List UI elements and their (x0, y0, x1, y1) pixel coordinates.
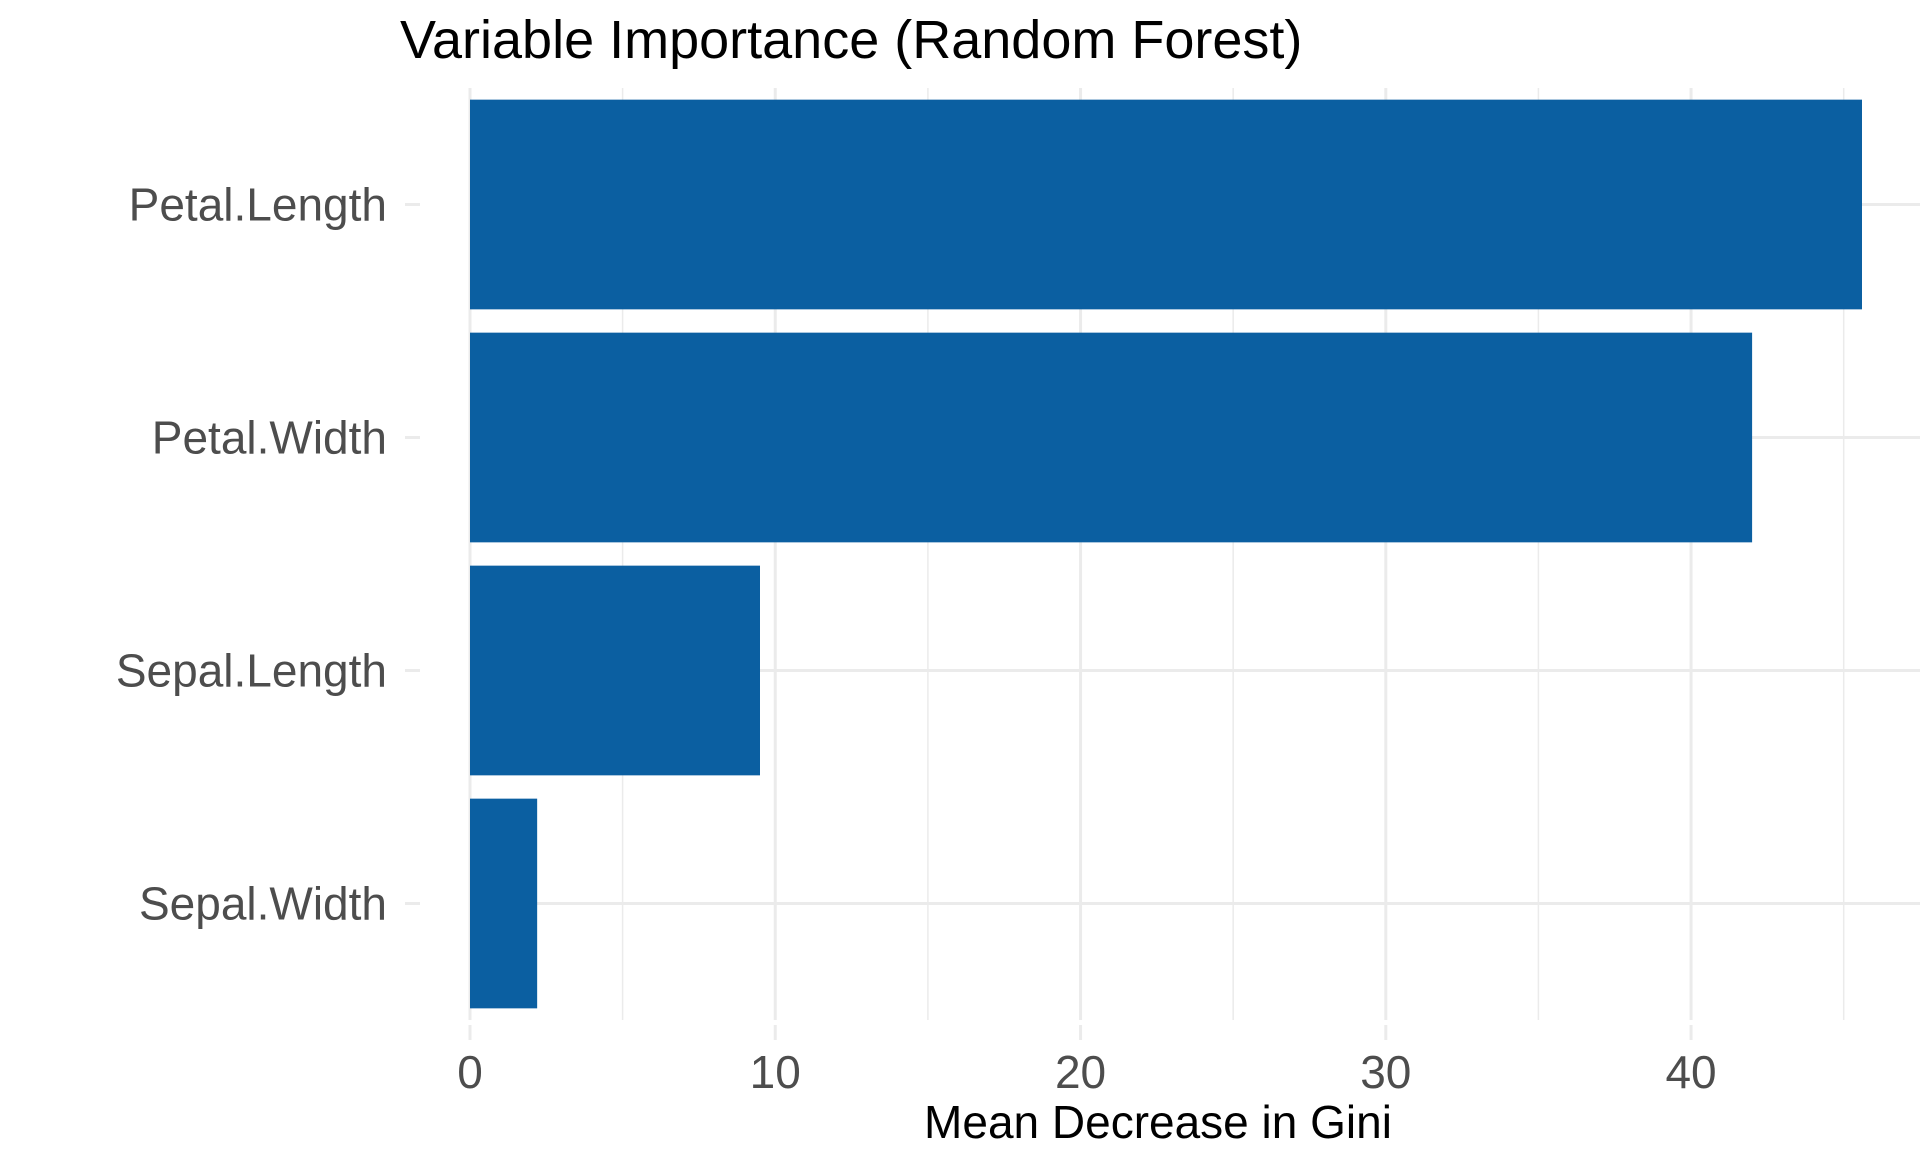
bars (470, 99, 1862, 1009)
y-axis: Petal.Length Petal.Width Sepal.Length Sepal… (116, 179, 420, 930)
bar-petal-width (470, 332, 1753, 543)
y-tick-label: Petal.Width (152, 412, 387, 464)
x-tick-label: 10 (750, 1046, 801, 1098)
x-axis-label: Mean Decrease in Gini (924, 1096, 1392, 1148)
x-tick-label: 20 (1055, 1046, 1106, 1098)
x-tick-label: 0 (457, 1046, 483, 1098)
chart-title: Variable Importance (Random Forest) (400, 10, 1302, 70)
x-tick-label: 40 (1665, 1046, 1716, 1098)
y-tick-label: Sepal.Length (116, 645, 387, 697)
y-tick-label: Petal.Length (129, 179, 387, 231)
x-axis: 0 10 20 30 40 (457, 1025, 1717, 1098)
bar-petal-length (470, 99, 1862, 310)
bar-sepal-length (470, 565, 760, 776)
bar-sepal-width (470, 798, 538, 1009)
x-tick-label: 30 (1360, 1046, 1411, 1098)
y-tick-label: Sepal.Width (139, 878, 387, 930)
